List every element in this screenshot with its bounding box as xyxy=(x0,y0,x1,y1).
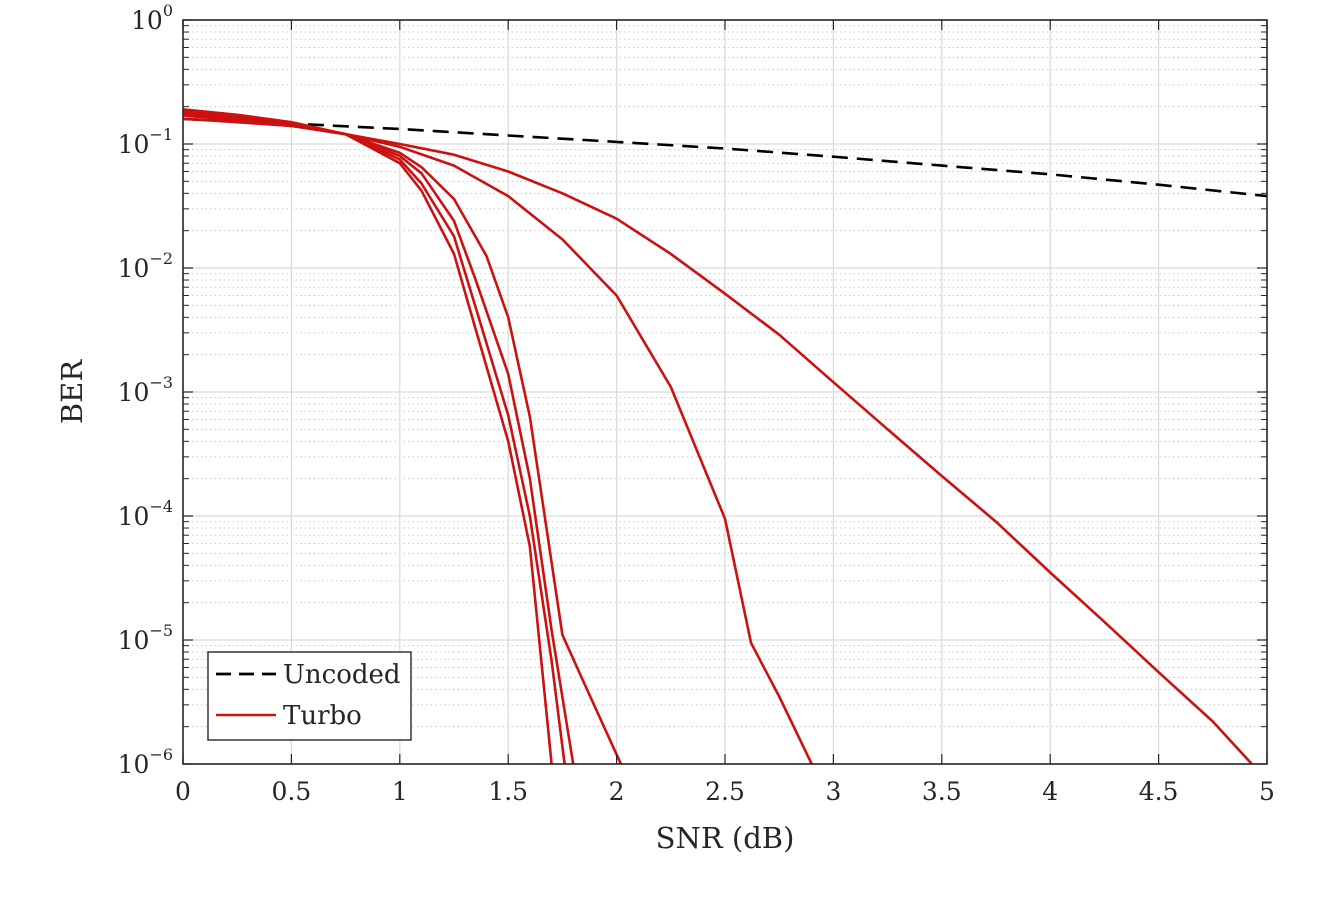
legend-box xyxy=(207,651,412,741)
series-layer xyxy=(183,108,1267,764)
tick-marks xyxy=(182,19,1268,765)
x-tick-label: 5 xyxy=(1259,777,1275,806)
y-tick-label: 10−2 xyxy=(118,249,173,283)
x-tick-label: 2 xyxy=(609,777,625,806)
legend: Uncoded Turbo xyxy=(207,651,412,741)
minor-grid xyxy=(183,25,1267,728)
y-tick-label: 10−5 xyxy=(118,621,173,655)
x-tick-label: 0.5 xyxy=(272,777,312,806)
x-tick-label: 1.5 xyxy=(488,777,528,806)
y-tick-label: 10−3 xyxy=(118,373,173,407)
series-line-turbo xyxy=(183,108,553,764)
x-tick-label: 2.5 xyxy=(705,777,745,806)
y-axis-label: BER xyxy=(55,359,89,424)
x-tick-label: 3 xyxy=(825,777,841,806)
x-tick-label: 1 xyxy=(392,777,408,806)
y-tick-label: 100 xyxy=(131,1,173,35)
legend-label-turbo: Turbo xyxy=(283,701,362,731)
x-tick-labels: 0 0.5 1 1.5 2 2.5 3 3.5 4 4.5 5 xyxy=(175,777,1275,806)
series-line-turbo xyxy=(183,114,813,764)
y-tick-label: 10−4 xyxy=(118,497,173,531)
x-axis-label: SNR (dB) xyxy=(656,821,795,855)
x-tick-label: 0 xyxy=(175,777,191,806)
x-tick-label: 4.5 xyxy=(1139,777,1179,806)
y-tick-labels: 100 10−1 10−2 10−3 10−4 10−5 10−6 xyxy=(118,1,173,779)
x-tick-label: 3.5 xyxy=(922,777,962,806)
legend-label-uncoded: Uncoded xyxy=(283,660,401,690)
series-line-uncoded xyxy=(183,117,1267,198)
x-tick-label: 4 xyxy=(1042,777,1058,806)
y-tick-label: 10−6 xyxy=(118,745,173,779)
y-tick-label: 10−1 xyxy=(118,125,173,159)
